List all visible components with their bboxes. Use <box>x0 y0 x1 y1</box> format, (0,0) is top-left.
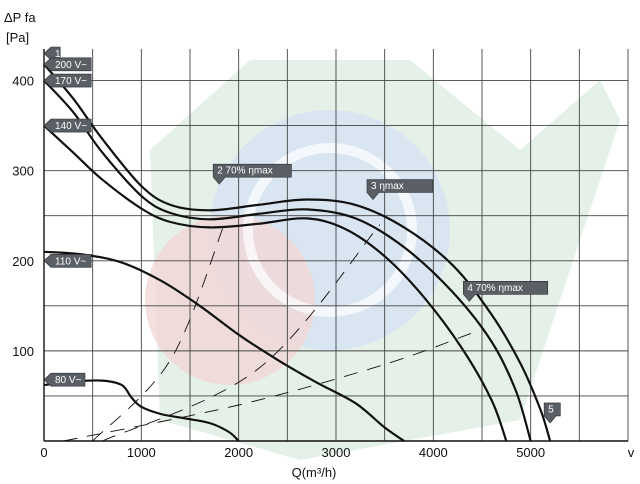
curve-tag-label: 3 ηmax <box>371 181 404 192</box>
x-axis-end-label: v <box>628 445 635 460</box>
curve-tag-label: 200 V~ <box>55 60 87 71</box>
fan-curve-line <box>43 250 405 442</box>
curve-tag-label: 5 <box>548 404 554 415</box>
axis-ticks: 0 1000 2000 3000 4000 5000 100 200 300 400 <box>12 74 545 460</box>
x-tick-label: 2000 <box>224 445 253 460</box>
x-tick-label: 0 <box>40 445 47 460</box>
y-axis-title-line-2: [Pa] <box>6 30 29 45</box>
curve-tag-shape <box>43 253 92 268</box>
y-tick-label: 100 <box>12 344 34 359</box>
y-tick-label: 300 <box>12 164 34 179</box>
curve-tag-shape <box>43 73 92 88</box>
curve-tag-shape <box>43 372 86 387</box>
curve-tag-shape <box>463 281 549 302</box>
x-tick-label: 1000 <box>127 445 156 460</box>
watermark-logo <box>145 60 620 460</box>
curve-tag-shape <box>43 57 92 72</box>
curve-tag-label: 80 V~ <box>55 375 82 386</box>
curve-tag-label: 2 70% ηmax <box>217 166 273 177</box>
curve-tag-label: 170 V~ <box>55 76 87 87</box>
fan-curve-line <box>43 79 532 442</box>
curve-tag-label: 110 V~ <box>55 256 86 267</box>
fan-curve-line <box>43 63 552 442</box>
y-tick-label: 200 <box>12 254 34 269</box>
watermark-red-circle <box>145 215 315 385</box>
efficiency-lines <box>63 224 473 442</box>
fan-curve-line <box>43 379 240 442</box>
curve-tag-shape <box>543 402 561 424</box>
fan-curve-line <box>43 124 508 442</box>
x-tick-label: 4000 <box>419 445 448 460</box>
x-tick-label: 3000 <box>322 445 351 460</box>
x-tick-label: 5000 <box>516 445 545 460</box>
fan-curves <box>43 63 552 442</box>
curve-tag-shape <box>43 118 92 133</box>
curve-tag-shape <box>366 179 434 200</box>
efficiency-line <box>92 224 225 442</box>
x-axis-title: Q(m³/h) <box>292 465 337 480</box>
efficiency-line <box>102 224 381 442</box>
curve-tag-label: 140 V~ <box>55 121 87 132</box>
curve-tag-shape <box>212 163 292 185</box>
y-tick-label: 400 <box>12 74 34 89</box>
y-axis-title-line-1: ΔP fa <box>4 10 36 25</box>
curve-tag-label: 4 70% ηmax <box>467 283 523 294</box>
curve-tag-label: 1 <box>55 49 61 60</box>
watermark-white-ring <box>243 143 417 317</box>
